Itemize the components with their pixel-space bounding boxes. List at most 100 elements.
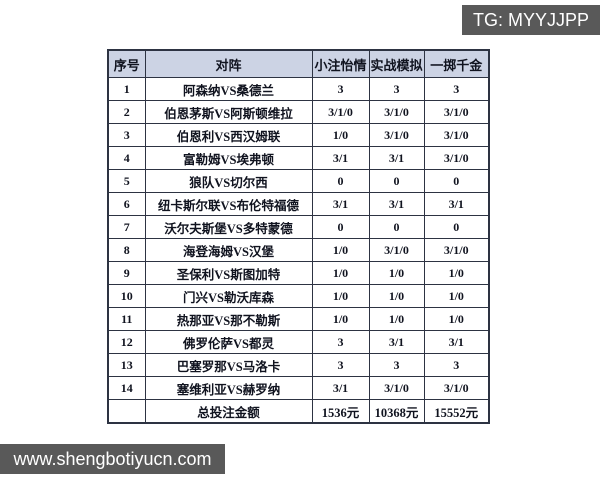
simulation-cell: 1/0 [368,284,425,308]
match-cell: 巴塞罗那VS马洛卡 [144,353,313,377]
small-bet-cell: 3/1 [311,192,370,216]
table-row: 10 门兴VS勒沃库森 1/0 1/0 1/0 [107,284,490,308]
simulation-cell: 1/0 [368,307,425,331]
row-number-cell: 1 [107,77,146,101]
big-bet-cell: 3/1/0 [423,146,490,170]
big-bet-cell: 3/1/0 [423,238,490,262]
predictions-table: 序号 对阵 小注怡情 实战模拟 一掷千金 1 阿森纳VS桑德兰 3 3 3 2 … [107,49,490,424]
match-cell: 海登海姆VS汉堡 [144,238,313,262]
row-number-cell: 11 [107,307,146,331]
row-number-cell: 4 [107,146,146,170]
table-row: 1 阿森纳VS桑德兰 3 3 3 [107,77,490,101]
big-bet-cell: 1/0 [423,284,490,308]
row-number-cell: 10 [107,284,146,308]
small-bet-cell: 3/1/0 [311,100,370,124]
big-bet-cell: 3/1/0 [423,123,490,147]
total-small-bet-cell: 1536元 [311,399,370,424]
row-number-cell: 6 [107,192,146,216]
match-cell: 热那亚VS那不勒斯 [144,307,313,331]
website-badge-label: www.shengbotiyucn.com [13,448,212,469]
small-bet-cell: 1/0 [311,261,370,285]
big-bet-cell: 3/1/0 [423,100,490,124]
column-header-small-bet: 小注怡情 [311,49,370,78]
match-cell: 阿森纳VS桑德兰 [144,77,313,101]
big-bet-cell: 0 [423,169,490,193]
match-cell: 伯恩利VS西汉姆联 [144,123,313,147]
small-bet-cell: 3 [311,330,370,354]
big-bet-cell: 1/0 [423,307,490,331]
simulation-cell: 3 [368,353,425,377]
small-bet-cell: 1/0 [311,123,370,147]
match-cell: 狼队VS切尔西 [144,169,313,193]
table-row: 4 富勒姆VS埃弗顿 3/1 3/1 3/1/0 [107,146,490,170]
match-cell: 伯恩茅斯VS阿斯顿维拉 [144,100,313,124]
big-bet-cell: 3 [423,353,490,377]
small-bet-cell: 3 [311,77,370,101]
column-header-big-bet: 一掷千金 [423,49,490,78]
small-bet-cell: 0 [311,215,370,239]
small-bet-cell: 1/0 [311,238,370,262]
table-row: 7 沃尔夫斯堡VS多特蒙德 0 0 0 [107,215,490,239]
big-bet-cell: 3/1/0 [423,376,490,400]
match-cell: 塞维利亚VS赫罗纳 [144,376,313,400]
match-cell: 佛罗伦萨VS都灵 [144,330,313,354]
row-number-cell: 14 [107,376,146,400]
header-row: 序号 对阵 小注怡情 实战模拟 一掷千金 [107,49,490,78]
small-bet-cell: 1/0 [311,284,370,308]
row-number-cell: 12 [107,330,146,354]
big-bet-cell: 0 [423,215,490,239]
small-bet-cell: 0 [311,169,370,193]
column-header-simulation: 实战模拟 [368,49,425,78]
simulation-cell: 3/1/0 [368,123,425,147]
website-badge: www.shengbotiyucn.com [0,444,225,474]
total-label-cell: 总投注金额 [144,399,313,424]
match-cell: 纽卡斯尔联VS布伦特福德 [144,192,313,216]
simulation-cell: 3/1/0 [368,100,425,124]
table-row: 14 塞维利亚VS赫罗纳 3/1 3/1/0 3/1/0 [107,376,490,400]
big-bet-cell: 3 [423,77,490,101]
simulation-cell: 3/1 [368,330,425,354]
table-row: 12 佛罗伦萨VS都灵 3 3/1 3/1 [107,330,490,354]
small-bet-cell: 3/1 [311,146,370,170]
telegram-badge-label: TG: MYYJJPP [472,9,589,30]
simulation-cell: 0 [368,215,425,239]
simulation-cell: 3/1 [368,192,425,216]
column-header-match: 对阵 [144,49,313,78]
big-bet-cell: 3/1 [423,192,490,216]
total-row: 总投注金额 1536元 10368元 15552元 [107,399,490,424]
row-number-cell: 2 [107,100,146,124]
small-bet-cell: 1/0 [311,307,370,331]
big-bet-cell: 3/1 [423,330,490,354]
simulation-cell: 3/1/0 [368,376,425,400]
total-big-bet-cell: 15552元 [423,399,490,424]
table-row: 3 伯恩利VS西汉姆联 1/0 3/1/0 3/1/0 [107,123,490,147]
row-number-cell: 3 [107,123,146,147]
row-number-cell: 5 [107,169,146,193]
table-row: 5 狼队VS切尔西 0 0 0 [107,169,490,193]
small-bet-cell: 3 [311,353,370,377]
table-row: 2 伯恩茅斯VS阿斯顿维拉 3/1/0 3/1/0 3/1/0 [107,100,490,124]
row-number-cell: 9 [107,261,146,285]
row-number-cell: 8 [107,238,146,262]
table-row: 11 热那亚VS那不勒斯 1/0 1/0 1/0 [107,307,490,331]
row-number-cell: 13 [107,353,146,377]
match-cell: 圣保利VS斯图加特 [144,261,313,285]
simulation-cell: 3/1 [368,146,425,170]
table-row: 8 海登海姆VS汉堡 1/0 3/1/0 3/1/0 [107,238,490,262]
simulation-cell: 3/1/0 [368,238,425,262]
match-cell: 门兴VS勒沃库森 [144,284,313,308]
row-number-cell: 7 [107,215,146,239]
simulation-cell: 0 [368,169,425,193]
match-cell: 沃尔夫斯堡VS多特蒙德 [144,215,313,239]
simulation-cell: 3 [368,77,425,101]
table-row: 13 巴塞罗那VS马洛卡 3 3 3 [107,353,490,377]
small-bet-cell: 3/1 [311,376,370,400]
table-row: 6 纽卡斯尔联VS布伦特福德 3/1 3/1 3/1 [107,192,490,216]
total-simulation-cell: 10368元 [368,399,425,424]
simulation-cell: 1/0 [368,261,425,285]
telegram-badge: TG: MYYJJPP [462,5,600,35]
column-header-number: 序号 [107,49,146,78]
big-bet-cell: 1/0 [423,261,490,285]
table-row: 9 圣保利VS斯图加特 1/0 1/0 1/0 [107,261,490,285]
total-empty-cell [107,399,146,424]
